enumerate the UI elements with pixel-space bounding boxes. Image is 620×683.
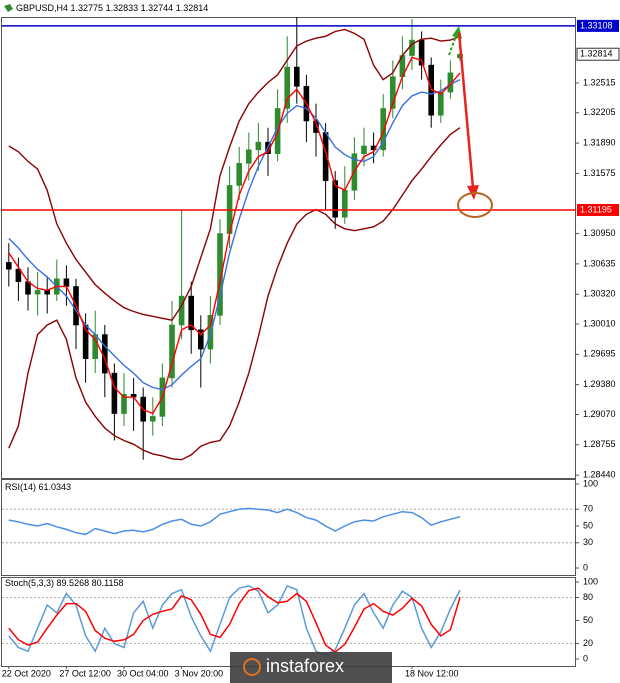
x-tick-label: 30 Oct 04:00 — [117, 668, 169, 678]
candle-body — [188, 295, 194, 331]
y-tick-label: 50 — [583, 520, 593, 530]
candle-body — [34, 290, 41, 295]
candle-body — [111, 372, 118, 414]
candle-body — [150, 416, 156, 422]
red-arrow — [457, 31, 475, 189]
y-tick-label: 100 — [583, 576, 598, 586]
y-tick-label: 1.31890 — [583, 137, 616, 147]
indicator-line — [8, 78, 461, 391]
candle-body — [6, 262, 12, 270]
y-tick-label: 50 — [583, 615, 593, 625]
candle-body — [217, 233, 223, 316]
candle-body — [15, 268, 22, 282]
candle-body — [332, 180, 339, 218]
rsi-panel — [1, 479, 576, 576]
target-circle — [457, 192, 493, 218]
y-tick-label: 1.30950 — [583, 228, 616, 238]
y-tick-label: 1.30635 — [583, 258, 616, 268]
candle-body — [255, 141, 262, 151]
low-value: 1.32744 — [141, 3, 174, 13]
indicator-line — [8, 28, 461, 321]
plot-area: 1.32515 1.32205 1.31890 1.31575 1.30950 1.306… — [2, 17, 620, 678]
candle-body — [293, 66, 300, 87]
y-tick-label: 0 — [583, 562, 588, 572]
y-tick-label: 1.32205 — [583, 107, 616, 117]
stoch-header: Stoch(5,3,3) 89.5268 80.1158 — [5, 578, 123, 588]
y-tick-label: 100 — [583, 478, 598, 488]
candle-body — [361, 145, 367, 154]
candle-body — [437, 91, 444, 116]
open-value: 1.32775 — [71, 3, 104, 13]
candle-body — [178, 295, 185, 326]
indicator-line — [8, 127, 461, 461]
indicator-line — [8, 56, 461, 415]
stoch-main-value: 89.5268 — [57, 578, 90, 588]
watermark-box — [230, 652, 392, 683]
watermark-logo — [243, 658, 261, 676]
high-value: 1.32833 — [106, 3, 139, 13]
y-tick-label: 80 — [583, 592, 593, 602]
candle-body — [313, 120, 319, 133]
price-header: GBPUSD,H4 1.32775 1.32833 1.32744 1.3281… — [16, 3, 208, 13]
candle-body — [418, 39, 425, 66]
level-label-box — [577, 19, 619, 32]
y-tick-label: 1.29695 — [583, 349, 616, 359]
y-tick-label: 1.29070 — [583, 409, 616, 419]
y-tick-label: 1.29380 — [583, 379, 616, 389]
x-tick-label: 18 Nov 12:00 — [405, 668, 459, 678]
y-tick-label: 1.31575 — [583, 168, 616, 178]
oscillator-line — [8, 507, 461, 536]
candle-body — [121, 393, 127, 414]
watermark: instaforex — [266, 656, 344, 676]
y-tick-label: 30 — [583, 537, 593, 547]
y-tick-label: 0 — [583, 653, 588, 663]
x-tick-label: 3 Nov 20:00 — [175, 668, 224, 678]
oscillator-line — [8, 587, 461, 654]
candle-body — [389, 76, 396, 109]
x-tick-label: 22 Oct 2020 — [2, 668, 51, 678]
current-price-box — [576, 47, 620, 61]
y-tick-label: 1.32515 — [583, 77, 616, 87]
y-tick-label: 1.30010 — [583, 318, 616, 328]
green-arrow — [448, 35, 457, 56]
candle-body — [63, 278, 70, 287]
candle-body — [236, 163, 242, 186]
candle-body — [284, 66, 291, 109]
candle-body — [198, 329, 204, 350]
x-tick-label: 27 Oct 12:00 — [59, 668, 111, 678]
y-tick-label: 70 — [583, 504, 593, 514]
level-label: 1.31195 — [580, 204, 612, 214]
symbol-icon — [4, 4, 13, 12]
candle-body — [341, 189, 348, 218]
oscillator-line — [8, 584, 461, 656]
symbol-title: GBPUSD,H4 — [16, 3, 68, 13]
y-tick-label: 1.30320 — [583, 289, 616, 299]
y-tick-label: 1.28440 — [583, 469, 616, 479]
stoch-title: Stoch(5,3,3) — [5, 578, 54, 588]
y-tick-label: 20 — [583, 638, 593, 648]
rsi-title: RSI(14) — [5, 482, 36, 492]
rsi-header: RSI(14) 61.0343 — [5, 482, 71, 492]
y-tick-label: 1.28755 — [583, 439, 616, 449]
stoch-signal-value: 80.1158 — [92, 578, 124, 588]
close-value: 1.32814 — [176, 3, 209, 13]
level-label: 1.33108 — [580, 20, 613, 30]
rsi-value: 61.0343 — [39, 482, 72, 492]
candle-body — [246, 149, 252, 164]
level-label-box — [577, 203, 619, 216]
price-panel — [1, 17, 576, 479]
candle-body — [169, 324, 175, 379]
current-price-label: 1.32814 — [580, 49, 613, 59]
candle-body — [380, 108, 387, 151]
